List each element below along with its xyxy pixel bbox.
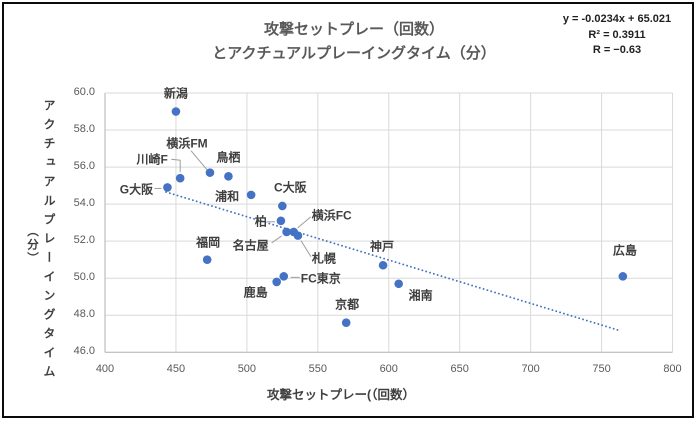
team-label-FC東京: FC東京	[300, 271, 341, 286]
y-tick-label: 60.0	[73, 86, 95, 98]
scatter-plot-canvas	[104, 92, 673, 353]
y-axis-title: アクチュアルプレーイングタイム	[42, 99, 56, 384]
team-label-神戸: 神戸	[370, 239, 395, 254]
data-point-札幌	[293, 231, 303, 240]
data-point-京都	[341, 318, 351, 327]
r-squared-line: R² = 0.3911	[588, 28, 646, 41]
data-point-鳥栖	[224, 172, 233, 181]
x-tick-label: 750	[592, 363, 611, 375]
x-tick-label: 700	[521, 363, 540, 375]
data-point-FC東京	[279, 272, 289, 281]
team-label-柏: 柏	[254, 214, 267, 229]
x-tick-label: 550	[308, 363, 327, 375]
team-label-横浜FM: 横浜FM	[166, 136, 208, 151]
data-point-浦和	[246, 190, 256, 200]
team-label-川崎F: 川崎F	[136, 152, 168, 167]
data-point-柏	[276, 216, 286, 226]
data-point-横浜FM	[205, 168, 215, 177]
x-tick-label: 800	[663, 363, 682, 375]
x-tick-label: 400	[95, 363, 115, 375]
y-tick-label: 56.0	[73, 160, 95, 173]
y-tick-label: 52.0	[73, 234, 95, 247]
label-leader-line	[300, 240, 312, 257]
data-point-広島	[618, 272, 628, 281]
label-leader-line	[171, 158, 181, 173]
data-point-名古屋	[282, 227, 291, 237]
data-point-神戸	[378, 260, 388, 270]
data-point-福岡	[202, 255, 212, 264]
chart-frame: 攻撃セットプレー（回数） とアクチュアルプレーイングタイム（分） y = -0.…	[2, 2, 694, 418]
data-point-鹿島	[272, 277, 281, 287]
label-leader-line	[190, 150, 208, 170]
r-value-line: R = −0.63	[592, 44, 642, 56]
chart-title-line2: とアクチュアルプレーイングタイム（分）	[212, 45, 496, 62]
team-label-鳥栖: 鳥栖	[216, 150, 241, 165]
team-label-G大阪: G大阪	[119, 182, 154, 197]
y-tick-label: 50.0	[73, 271, 95, 284]
y-tick-label: 54.0	[73, 197, 95, 210]
label-leader-line	[297, 216, 312, 229]
team-label-新潟: 新潟	[163, 86, 188, 101]
team-label-浦和: 浦和	[215, 189, 240, 204]
equation-line: y = -0.0234x + 65.021	[562, 13, 672, 25]
x-tick-label: 600	[379, 363, 398, 375]
y-axis-unit: （分）	[26, 225, 38, 266]
data-point-G大阪	[163, 183, 172, 192]
team-label-C大阪: C大阪	[274, 180, 307, 195]
chart-title-line1: 攻撃セットプレー（回数）	[263, 21, 444, 38]
team-label-福岡: 福岡	[196, 235, 221, 250]
chart-title: 攻撃セットプレー（回数） とアクチュアルプレーイングタイム（分）	[104, 18, 604, 66]
trendline	[165, 191, 620, 332]
y-tick-label: 58.0	[73, 123, 95, 136]
x-tick-label: 450	[166, 363, 186, 375]
x-axis-title: 攻撃セットプレー(（回数）	[267, 388, 415, 402]
team-label-横浜FC: 横浜FC	[311, 208, 352, 223]
data-point-C大阪	[278, 201, 287, 211]
team-label-鹿島: 鹿島	[243, 285, 268, 300]
trendline-equation-block: y = -0.0234x + 65.021 R² = 0.3911 R = −0…	[536, 12, 698, 59]
y-tick-label: 48.0	[73, 308, 95, 321]
team-label-名古屋: 名古屋	[232, 238, 269, 253]
team-label-広島: 広島	[612, 243, 637, 258]
team-label-湘南: 湘南	[408, 288, 433, 303]
y-tick-label: 46.0	[73, 345, 95, 358]
x-tick-label: 500	[237, 363, 257, 375]
team-label-京都: 京都	[335, 297, 360, 312]
label-leader-line	[271, 235, 282, 244]
team-label-札幌: 札幌	[311, 251, 336, 266]
data-point-湘南	[394, 279, 403, 289]
data-point-川崎F	[175, 173, 185, 183]
data-point-新潟	[171, 107, 181, 116]
x-tick-label: 650	[450, 363, 469, 375]
